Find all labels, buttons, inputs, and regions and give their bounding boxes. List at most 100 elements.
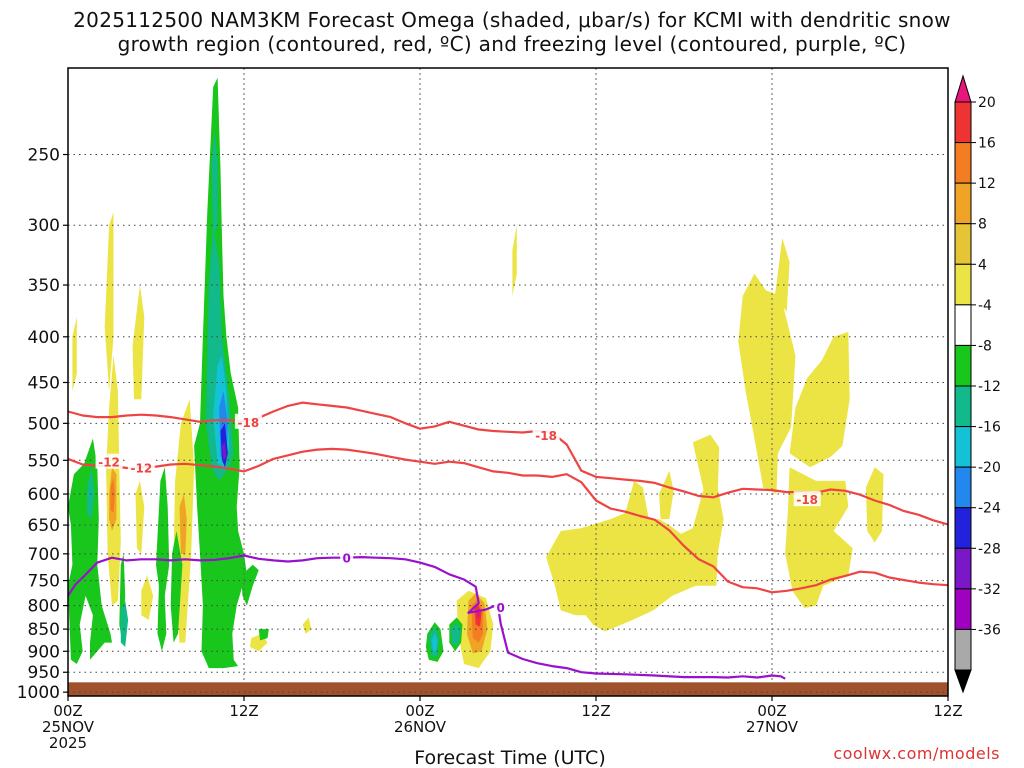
ytick-label-250: 250: [28, 146, 60, 166]
colorbar-label-0: 20: [978, 95, 996, 111]
omega-region-17: [785, 467, 853, 608]
colorbar-segment-2: [954, 142, 972, 184]
xtick-label-4-1: 27NOV: [746, 718, 799, 736]
omega-region-38: [222, 442, 227, 461]
site-credit[interactable]: coolwx.com/models: [833, 744, 1000, 763]
ytick-label-950: 950: [28, 663, 60, 683]
colorbar-segment-6: [954, 304, 972, 346]
chart-title-line2: growth region (contoured, red, ºC) and f…: [117, 32, 907, 56]
contour-label-0-bg: [234, 413, 262, 429]
xtick-label-0-2: 2025: [49, 734, 87, 752]
contour-label-0: -18: [238, 416, 260, 430]
colorbar-segment-9: [954, 426, 972, 468]
terrain-surface: [68, 682, 948, 696]
omega-region-2: [72, 316, 77, 391]
plot-area: -18 -12 0 -18 -18 -12 0: [68, 68, 948, 696]
omega-region-33: [450, 622, 462, 645]
xtick-label-0-0: 00Z: [53, 702, 82, 720]
colorbar-label-5: -4: [978, 298, 992, 314]
xtick-label-5-0: 12Z: [933, 702, 962, 720]
ytick-label-500: 500: [28, 414, 60, 434]
omega-region-20: [119, 553, 126, 643]
contour-label-2-bg: [340, 549, 354, 565]
colorbar-segment-3: [954, 182, 972, 225]
xtick-label-1-0: 12Z: [229, 702, 258, 720]
contour-2: [68, 554, 786, 680]
ytick-label-450: 450: [28, 373, 60, 393]
colorbar-label-2: 12: [978, 176, 996, 192]
ytick-label-600: 600: [28, 485, 60, 505]
colorbar-label-4: 4: [978, 257, 987, 273]
colorbar-top-arrow: [954, 74, 972, 103]
ytick-label-650: 650: [28, 516, 60, 536]
xtick-label-4-0: 00Z: [757, 702, 786, 720]
contour-label-2: 0: [342, 552, 350, 566]
contour-label-extra-0: -18: [796, 493, 818, 507]
omega-region-24: [241, 564, 259, 606]
omega-region-5: [141, 575, 154, 620]
contour-label-extra-3-bg: [494, 599, 508, 615]
ytick-label-850: 850: [28, 620, 60, 640]
omega-region-30: [120, 600, 129, 647]
omega-region-16: [789, 331, 850, 468]
omega-region-15: [774, 238, 790, 312]
colorbar-label-11: -28: [978, 541, 1001, 557]
contour-label-1-bg: [127, 459, 155, 475]
colorbar-segment-8: [954, 385, 972, 428]
omega-region-19: [68, 438, 112, 664]
x-axis-label: Forecast Time (UTC): [414, 747, 605, 768]
xtick-label-3-0: 12Z: [581, 702, 610, 720]
omega-region-1: [104, 212, 114, 391]
omega-region-41: [179, 494, 187, 554]
xtick-label-2-1: 26NOV: [394, 718, 447, 736]
contour-label-extra-2-bg: [95, 453, 123, 469]
xtick-label-2-0: 00Z: [405, 702, 434, 720]
omega-region-7: [302, 617, 312, 634]
colorbar-label-13: -36: [978, 622, 1001, 638]
ytick-label-800: 800: [28, 597, 60, 617]
colorbar-segment-10: [954, 466, 972, 509]
omega-region-3: [132, 285, 145, 400]
contour-label-extra-1: -18: [535, 429, 557, 443]
ytick-label-300: 300: [28, 216, 60, 236]
contour-label-extra-3: 0: [496, 601, 504, 615]
omega-region-11: [546, 480, 724, 632]
ytick-label-550: 550: [28, 451, 60, 471]
ytick-label-400: 400: [28, 328, 60, 348]
colorbar-segment-5: [954, 263, 972, 306]
colorbar-label-1: 16: [978, 136, 996, 152]
contour-label-extra-0-bg: [793, 491, 821, 507]
contour-1: [68, 447, 948, 594]
colorbar-segment-4: [954, 223, 972, 265]
omega-region-13: [692, 434, 720, 494]
colorbar-label-6: -8: [978, 338, 992, 354]
chart-title-line1: 2025112500 NAM3KM Forecast Omega (shaded…: [73, 8, 951, 32]
colorbar-segment-14: [954, 628, 972, 671]
colorbar-label-12: -32: [978, 582, 1001, 598]
colorbar-label-3: 8: [978, 217, 987, 233]
colorbar-label-10: -24: [978, 501, 1001, 517]
xtick-label-0-1: 25NOV: [42, 718, 95, 736]
omega-region-4: [135, 480, 145, 554]
colorbar-segment-7: [954, 344, 972, 387]
colorbar-label-7: -12: [978, 379, 1001, 395]
colorbar-label-8: -16: [978, 420, 1001, 436]
ytick-label-900: 900: [28, 642, 60, 662]
ytick-label-1000: 1000: [17, 683, 60, 703]
omega-region-12: [659, 470, 674, 520]
omega-region-18: [865, 467, 884, 543]
colorbar-segment-11: [954, 507, 972, 549]
ytick-label-750: 750: [28, 572, 60, 592]
colorbar-segment-1: [954, 101, 972, 144]
colorbar-bottom-arrow: [954, 669, 972, 694]
colorbar-segment-13: [954, 588, 972, 630]
omega-region-31: [211, 130, 218, 238]
omega-region-40: [110, 477, 115, 513]
contour-label-1: -12: [130, 461, 152, 475]
contour-label-extra-1-bg: [532, 426, 560, 442]
ytick-label-350: 350: [28, 276, 60, 296]
contour-label-extra-2: -12: [98, 456, 120, 470]
omega-region-10: [512, 225, 517, 296]
omega-region-14: [738, 273, 796, 494]
